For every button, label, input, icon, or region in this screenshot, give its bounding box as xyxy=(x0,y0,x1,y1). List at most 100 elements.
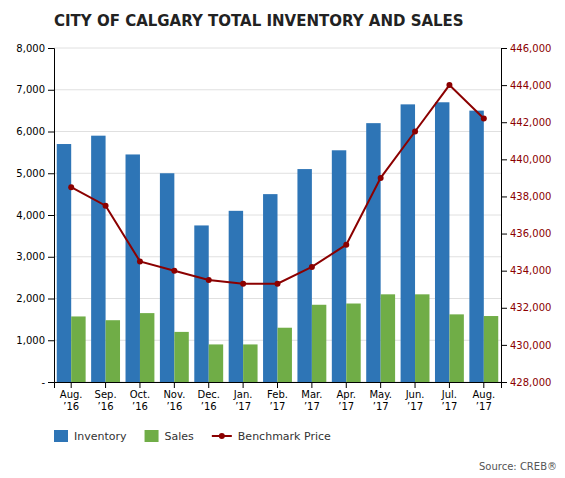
bar xyxy=(297,169,311,382)
tick-label-line: Nov. xyxy=(163,389,185,400)
tick: Jun.’17 xyxy=(405,382,425,412)
tick-mark xyxy=(415,382,416,388)
tick: 442,000 xyxy=(501,117,551,128)
chart: -1,0002,0003,0004,0005,0006,0007,0008,00… xyxy=(0,0,565,478)
bar xyxy=(160,173,174,382)
legend-label: Benchmark Price xyxy=(238,430,331,443)
point xyxy=(171,268,177,274)
tick: May.’17 xyxy=(369,382,391,412)
tick: Jul.’17 xyxy=(441,382,458,412)
tick-label: 436,000 xyxy=(510,228,551,239)
point xyxy=(240,281,246,287)
tick-mark xyxy=(380,382,381,388)
tick-mark xyxy=(243,382,244,388)
tick-label: 444,000 xyxy=(510,80,551,91)
tick-mark xyxy=(501,122,507,123)
tick-label-line: ’17 xyxy=(407,401,423,412)
tick-label-line: ’17 xyxy=(270,401,286,412)
legend-label: Sales xyxy=(165,430,195,443)
tick-label: Aug.’16 xyxy=(60,389,83,412)
grid-line xyxy=(54,89,501,90)
tick-mark xyxy=(501,345,507,346)
tick-label-line: ’16 xyxy=(132,401,148,412)
tick-label-line: May. xyxy=(369,389,391,400)
tick-label: 442,000 xyxy=(510,117,551,128)
tick-label-line: Oct. xyxy=(130,389,150,400)
tick-mark xyxy=(501,48,507,49)
tick: 2,000 xyxy=(16,293,54,304)
point xyxy=(137,258,143,264)
tick: Feb.’17 xyxy=(267,382,288,412)
grid-line xyxy=(54,173,501,174)
tick-label-line: Jun. xyxy=(405,389,425,400)
tick: - xyxy=(41,377,54,388)
bar xyxy=(263,194,277,382)
bar xyxy=(126,154,140,382)
tick-label-line: Feb. xyxy=(267,389,288,400)
tick-label: Jan.’17 xyxy=(233,389,253,412)
axis-line xyxy=(55,383,502,389)
tick-mark xyxy=(48,257,54,258)
bar xyxy=(278,328,292,382)
tick-mark xyxy=(71,382,72,388)
tick-label-line: Jul. xyxy=(441,389,457,400)
point xyxy=(481,116,487,122)
bar xyxy=(366,123,380,382)
tick-mark xyxy=(48,382,54,383)
tick-label-line: Jan. xyxy=(233,389,253,400)
tick: 440,000 xyxy=(501,154,551,165)
axis-line xyxy=(502,49,508,383)
bar xyxy=(312,305,326,382)
tick-label: 430,000 xyxy=(510,340,551,351)
tick-label: Aug.’17 xyxy=(472,389,495,412)
bar xyxy=(194,225,208,382)
marks xyxy=(57,82,498,382)
line xyxy=(71,85,484,284)
tick: 434,000 xyxy=(501,265,551,276)
tick-mark xyxy=(501,308,507,309)
tick-label: Feb.’17 xyxy=(267,389,288,412)
legend-label: Inventory xyxy=(74,430,127,443)
legend-marker xyxy=(219,433,225,439)
point xyxy=(378,175,384,181)
bar xyxy=(346,304,360,382)
tick-label: 2,000 xyxy=(16,293,45,304)
tick: 8,000 xyxy=(16,43,54,54)
tick: 432,000 xyxy=(501,302,551,313)
tick-label: Sep.’16 xyxy=(95,389,117,412)
tick-label: May.’17 xyxy=(369,389,391,412)
tick-mark xyxy=(311,382,312,388)
tick-label: Jun.’17 xyxy=(405,389,425,412)
x-axis: Aug.’16Sep.’16Oct.’16Nov.’16Dec.’16Jan.’… xyxy=(55,382,502,412)
bar xyxy=(469,111,483,382)
grid xyxy=(54,48,501,382)
y-axis: -1,0002,0003,0004,0005,0006,0007,0008,00… xyxy=(16,43,54,388)
tick: Aug.’17 xyxy=(472,382,495,412)
tick-mark xyxy=(48,215,54,216)
tick-label-line: ’16 xyxy=(98,401,114,412)
bar xyxy=(174,332,188,382)
legend-item: Benchmark Price xyxy=(212,430,331,443)
tick: 446,000 xyxy=(501,43,551,54)
legend-item: Inventory xyxy=(54,430,127,443)
tick: Sep.’16 xyxy=(95,382,117,412)
tick-label: 1,000 xyxy=(16,335,45,346)
tick-label: 446,000 xyxy=(510,43,551,54)
tick-label: 7,000 xyxy=(16,84,45,95)
tick-label-line: ’17 xyxy=(235,401,251,412)
y2-axis: 428,000430,000432,000434,000436,000438,0… xyxy=(501,43,551,388)
tick-label-line: ’16 xyxy=(166,401,182,412)
tick-label: Oct.’16 xyxy=(130,389,150,412)
tick-label: 4,000 xyxy=(16,210,45,221)
legend-swatch xyxy=(145,430,159,442)
tick-label-line: ’17 xyxy=(373,401,389,412)
bar xyxy=(415,294,429,382)
tick: 436,000 xyxy=(501,228,551,239)
tick: Dec.’16 xyxy=(197,382,220,412)
bar xyxy=(106,320,120,382)
axis-line xyxy=(48,49,55,383)
tick-mark xyxy=(449,382,450,388)
bar xyxy=(449,314,463,382)
tick-label: 428,000 xyxy=(510,377,551,388)
tick-mark xyxy=(48,299,54,300)
